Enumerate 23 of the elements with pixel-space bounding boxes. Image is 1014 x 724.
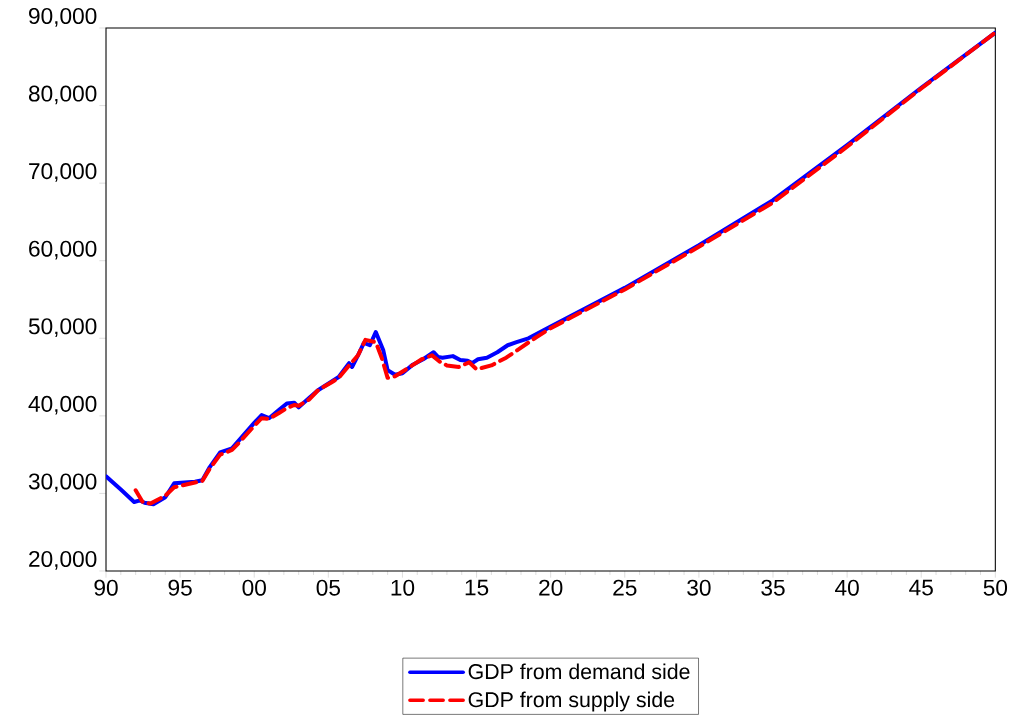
x-tick-label: 25: [613, 579, 637, 596]
y-tick-label: 20,000: [29, 550, 97, 570]
y-tick-label: 30,000: [28, 473, 97, 493]
x-tick-label: 00: [242, 579, 266, 596]
x-tick-label: 35: [761, 579, 785, 596]
legend-label: GDP from supply side: [468, 691, 675, 712]
x-tick-label: 05: [316, 579, 340, 596]
x-tick-label: 10: [391, 579, 415, 596]
y-tick-label: 70,000: [29, 163, 97, 182]
x-tick-label: 40: [835, 579, 859, 596]
x-tick-label: 45: [909, 579, 933, 596]
x-tick-label: 15: [465, 579, 489, 596]
y-tick-label: 40,000: [28, 395, 97, 415]
x-tick-label: 50: [983, 579, 1008, 596]
y-tick-label: 60,000: [29, 240, 97, 260]
x-tick-label: 90: [94, 579, 118, 596]
y-tick-label: 90,000: [29, 7, 97, 27]
x-tick-label: 30: [687, 579, 711, 596]
x-tick-label: 20: [539, 579, 563, 596]
y-tick-label: 80,000: [28, 85, 97, 105]
legend-label: GDP from demand side: [468, 663, 690, 680]
x-tick-label: 95: [168, 579, 192, 596]
y-tick-label: 50,000: [28, 318, 97, 337]
